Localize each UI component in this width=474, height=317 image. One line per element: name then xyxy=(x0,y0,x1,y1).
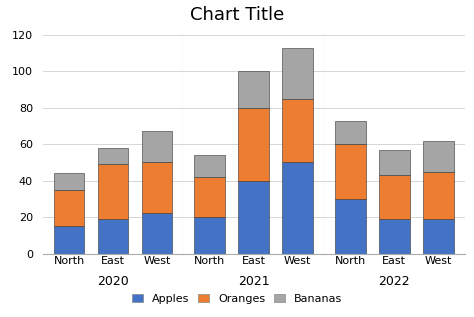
Bar xyxy=(142,214,172,254)
Bar xyxy=(98,148,128,164)
Bar xyxy=(379,219,410,254)
Legend: Apples, Oranges, Bananas: Apples, Oranges, Bananas xyxy=(128,289,346,308)
Bar xyxy=(54,173,84,190)
Text: Chart Title: Chart Title xyxy=(190,6,284,24)
Bar xyxy=(238,71,269,108)
Bar xyxy=(423,141,454,171)
Bar xyxy=(379,150,410,175)
Bar xyxy=(142,162,172,214)
Bar xyxy=(142,132,172,162)
Bar xyxy=(54,190,84,226)
Bar xyxy=(98,219,128,254)
Bar xyxy=(335,120,365,144)
Bar xyxy=(54,226,84,254)
Bar xyxy=(98,164,128,219)
Bar xyxy=(423,219,454,254)
Bar xyxy=(194,217,225,254)
Bar xyxy=(238,108,269,181)
Bar xyxy=(335,199,365,254)
Bar xyxy=(282,162,313,254)
Bar xyxy=(238,181,269,254)
Bar xyxy=(282,99,313,162)
Bar xyxy=(423,171,454,219)
X-axis label: 2020: 2020 xyxy=(97,275,129,288)
Bar xyxy=(335,144,365,199)
Bar xyxy=(379,175,410,219)
Bar xyxy=(282,48,313,99)
X-axis label: 2021: 2021 xyxy=(238,275,269,288)
X-axis label: 2022: 2022 xyxy=(378,275,410,288)
Bar xyxy=(194,177,225,217)
Bar xyxy=(194,155,225,177)
